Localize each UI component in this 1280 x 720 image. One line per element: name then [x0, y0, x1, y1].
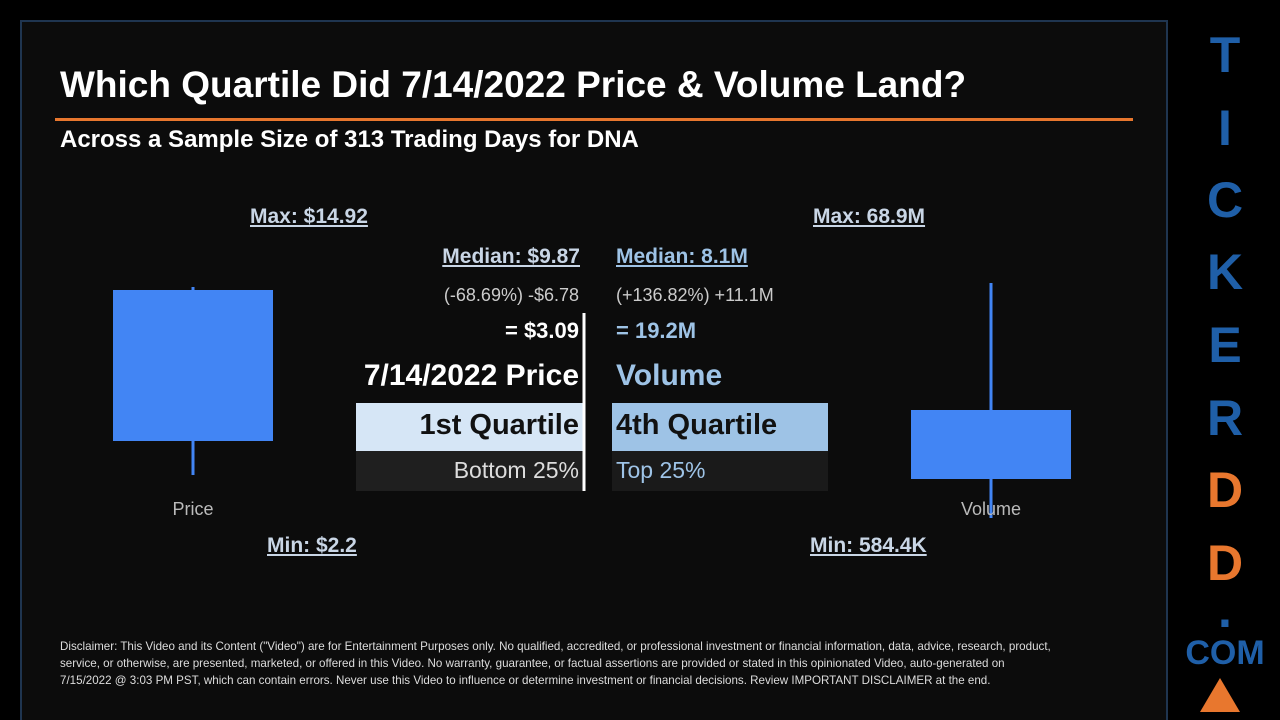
brand-letter: .: [1218, 582, 1232, 638]
disclaimer-line: Disclaimer: This Video and its Content (…: [60, 640, 1051, 653]
brand-letter: C: [1206, 172, 1244, 228]
brand-letter: T: [1209, 27, 1241, 83]
volume-quartile: 4th Quartile: [616, 409, 778, 441]
price-median: Median: $9.87: [442, 245, 580, 268]
brand-letter: K: [1206, 244, 1244, 300]
brand-letter: R: [1206, 390, 1244, 446]
title-rule: [55, 118, 1133, 121]
volume-box: [911, 410, 1071, 479]
price-range-bg: [356, 451, 584, 491]
brand-letter: D: [1206, 535, 1244, 591]
disclaimer-line: 7/15/2022 @ 3:03 PM PST, which can conta…: [60, 674, 991, 687]
price-quartile: 1st Quartile: [419, 409, 579, 441]
volume-change: (+136.82%) +11.1M: [616, 285, 774, 305]
title: Which Quartile Did 7/14/2022 Price & Vol…: [60, 64, 967, 105]
volume-quartile-bg: [612, 403, 828, 451]
disclaimer-line: service, or otherwise, are presented, ma…: [60, 657, 1005, 670]
logo: [1200, 678, 1240, 712]
price-quartile-bg: [356, 403, 584, 451]
brand-letter: E: [1208, 317, 1242, 373]
subtitle: Across a Sample Size of 313 Trading Days…: [60, 126, 639, 153]
price-label: 7/14/2022 Price: [363, 361, 579, 391]
price-min: Min: $2.2: [267, 534, 357, 557]
price-result: = $3.09: [504, 318, 579, 343]
volume-range: Top 25%: [616, 457, 706, 483]
price-axis: Price: [172, 499, 214, 519]
volume-min: Min: 584.4K: [810, 534, 927, 557]
price-range: Bottom 25%: [453, 457, 579, 483]
volume-max: Max: 68.9M: [813, 205, 926, 228]
volume-axis: Volume: [960, 499, 1022, 519]
price-max: Max: $14.92: [250, 205, 368, 228]
volume-label: Volume: [616, 359, 723, 392]
brand-letter: I: [1218, 100, 1232, 156]
price-box: [113, 290, 273, 441]
brand-letter: D: [1206, 462, 1244, 518]
volume-median: Median: 8.1M: [616, 245, 748, 268]
volume-result: = 19.2M: [616, 318, 697, 343]
price-change: (-68.69%) -$6.78: [443, 285, 579, 305]
volume-range-bg: [612, 451, 828, 491]
brand-letter: COM: [1185, 634, 1265, 672]
